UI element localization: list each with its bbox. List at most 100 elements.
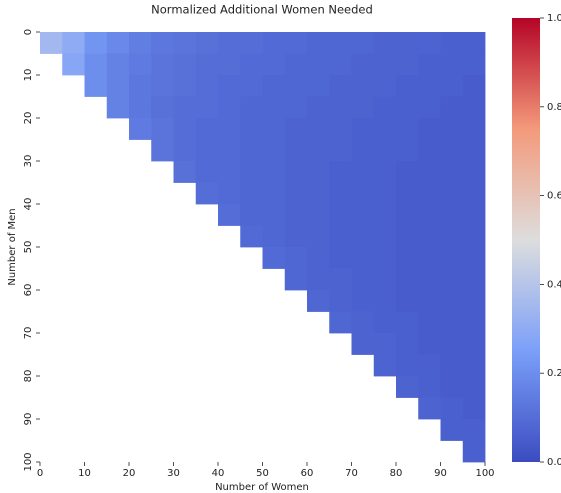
x-tick-label: 90 <box>434 468 447 479</box>
heatmap-cell <box>84 32 108 54</box>
heatmap-cell <box>440 354 464 377</box>
heatmap-cell <box>462 118 486 140</box>
heatmap-cell <box>396 290 419 312</box>
heatmap-cell <box>307 118 330 140</box>
heatmap-cell <box>373 333 397 355</box>
heatmap-cell <box>84 75 108 97</box>
heatmap-cell <box>462 225 486 248</box>
heatmap-cell <box>440 161 464 183</box>
heatmap-cell <box>396 204 419 226</box>
heatmap-cell <box>218 118 241 140</box>
heatmap-cell <box>307 32 330 54</box>
colorbar-tick-label: 0.0 <box>547 457 561 468</box>
heatmap-cell <box>418 161 441 183</box>
heatmap-cell <box>307 96 330 119</box>
heatmap-cell <box>218 139 241 162</box>
heatmap-cell <box>262 53 286 76</box>
heatmap-cell <box>373 32 397 54</box>
heatmap-cell <box>440 247 464 269</box>
heatmap-cell <box>329 290 352 312</box>
x-tick-label: 70 <box>345 468 358 479</box>
heatmap-cell <box>262 32 286 54</box>
heatmap-cell <box>351 75 375 97</box>
heatmap-cell <box>173 118 197 140</box>
heatmap-cell <box>373 354 397 377</box>
x-tick-label: 50 <box>256 468 269 479</box>
heatmap-cell <box>396 268 419 291</box>
heatmap-cell <box>418 376 441 398</box>
heatmap-cell <box>240 53 263 76</box>
heatmap-cell <box>440 96 464 119</box>
heatmap-cell <box>262 247 286 269</box>
heatmap-cell <box>307 182 330 205</box>
heatmap-cell <box>373 139 397 162</box>
heatmap-cell <box>351 333 375 355</box>
heatmap-cell <box>396 333 419 355</box>
heatmap-cell <box>396 75 419 97</box>
heatmap-cell <box>173 139 197 162</box>
heatmap-cell <box>351 182 375 205</box>
heatmap-cell <box>307 225 330 248</box>
heatmap-cell <box>440 290 464 312</box>
heatmap-cell <box>240 161 263 183</box>
heatmap-cell <box>240 225 263 248</box>
y-tick-label: 100 <box>23 452 34 471</box>
heatmap-cell <box>284 118 308 140</box>
heatmap-cell <box>284 182 308 205</box>
heatmap-cell <box>351 204 375 226</box>
heatmap-cell <box>173 161 197 183</box>
heatmap-cell <box>284 204 308 226</box>
heatmap-cell <box>373 311 397 334</box>
heatmap-cell <box>240 75 263 97</box>
x-tick-label: 80 <box>390 468 403 479</box>
heatmap-cell <box>62 32 85 54</box>
colorbar-tick-label: 0.8 <box>547 102 561 113</box>
heatmap-cell <box>329 32 352 54</box>
heatmap-cell <box>373 96 397 119</box>
heatmap-cell <box>418 96 441 119</box>
heatmap-cell <box>195 182 219 205</box>
heatmap-cell <box>151 118 174 140</box>
x-tick-label: 0 <box>37 468 43 479</box>
heatmap-cell <box>418 333 441 355</box>
heatmap-cell <box>418 204 441 226</box>
heatmap-cell <box>440 419 464 441</box>
heatmap-cell <box>373 268 397 291</box>
heatmap-cell <box>351 247 375 269</box>
heatmap-cell <box>151 32 174 54</box>
heatmap-cell <box>329 161 352 183</box>
heatmap-cell <box>173 32 197 54</box>
heatmap-cell <box>284 225 308 248</box>
heatmap-cell <box>462 182 486 205</box>
heatmap-cell <box>173 96 197 119</box>
heatmap-cell <box>440 75 464 97</box>
heatmap-cell <box>440 32 464 54</box>
heatmap-cell <box>307 247 330 269</box>
heatmap-cell <box>173 53 197 76</box>
heatmap-cell <box>195 139 219 162</box>
heatmap-cell <box>418 118 441 140</box>
heatmap-cell <box>462 32 486 54</box>
heatmap-cell <box>462 397 486 420</box>
heatmap-cell <box>396 53 419 76</box>
heatmap-cell <box>462 247 486 269</box>
heatmap-cell <box>462 161 486 183</box>
heatmap-cell <box>440 397 464 420</box>
colorbar-tick-label: 0.6 <box>547 191 561 202</box>
heatmap-cell <box>396 182 419 205</box>
y-tick-label: 50 <box>23 241 34 254</box>
heatmap-cell <box>40 32 63 54</box>
heatmap-cell <box>262 75 286 97</box>
heatmap-cell <box>462 419 486 441</box>
heatmap-cell <box>240 118 263 140</box>
heatmap-cell <box>373 118 397 140</box>
heatmap-cell <box>151 75 174 97</box>
y-tick-label: 10 <box>23 69 34 82</box>
x-tick-label: 100 <box>475 468 494 479</box>
heatmap-cell <box>129 118 152 140</box>
heatmap-cell <box>351 161 375 183</box>
heatmap-cell <box>307 53 330 76</box>
heatmap-cell <box>151 139 174 162</box>
heatmap-cell <box>418 53 441 76</box>
heatmap-cell <box>195 161 219 183</box>
